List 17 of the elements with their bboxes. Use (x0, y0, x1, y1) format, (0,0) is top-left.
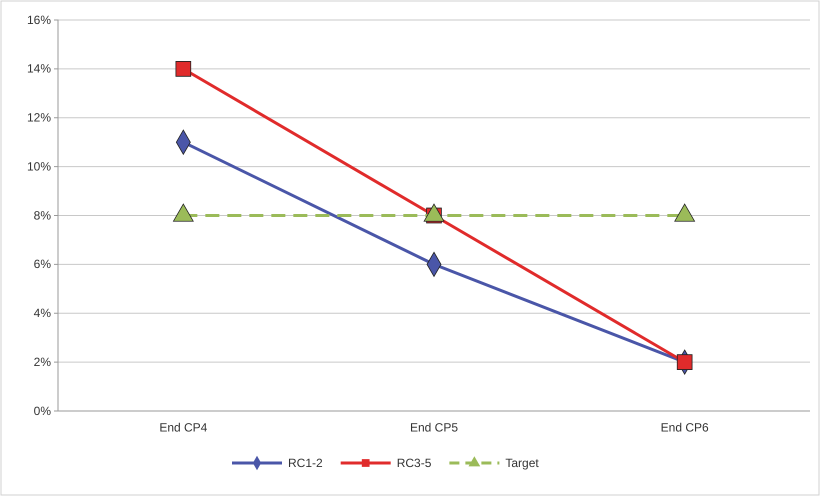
y-tick-label: 4% (34, 306, 52, 320)
y-tick-label: 2% (34, 354, 52, 369)
y-tick-label: 12% (26, 110, 52, 125)
y-tick-label: 10% (26, 159, 52, 174)
y-tick-label: 8% (34, 208, 52, 222)
y-tick-label: 0% (34, 404, 52, 418)
point (676, 354, 692, 370)
legend-label: Target (505, 456, 540, 470)
x-tick-label: End CP5 (410, 420, 458, 435)
y-tick-label: 16% (26, 12, 52, 27)
x-tick-label: End CP6 (660, 420, 710, 435)
y-tick-label: 14% (26, 62, 52, 76)
legend-label: RC3-5 (396, 456, 432, 470)
x-tick-label: End CP4 (159, 420, 208, 435)
y-tick-label: 6% (34, 257, 52, 272)
point (176, 61, 192, 77)
legend-label: RC1-2 (288, 456, 323, 470)
